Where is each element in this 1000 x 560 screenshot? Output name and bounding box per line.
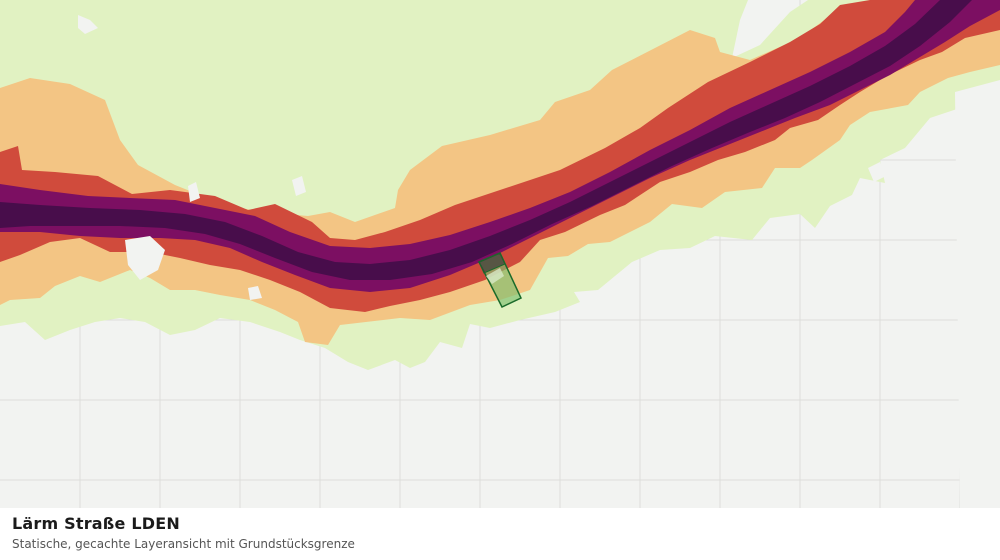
map-caption: Lärm Straße LDEN Statische, gecachte Lay… (0, 508, 1000, 560)
map-view[interactable] (0, 0, 1000, 508)
parcel-boundary[interactable] (477, 252, 522, 308)
noise-band-magenta (0, 0, 1000, 292)
map-background-islets (78, 15, 1000, 508)
layer-subtitle: Statische, gecachte Layeransicht mit Gru… (12, 537, 355, 551)
layer-title: Lärm Straße LDEN (12, 514, 180, 533)
map-canvas (0, 0, 1000, 508)
